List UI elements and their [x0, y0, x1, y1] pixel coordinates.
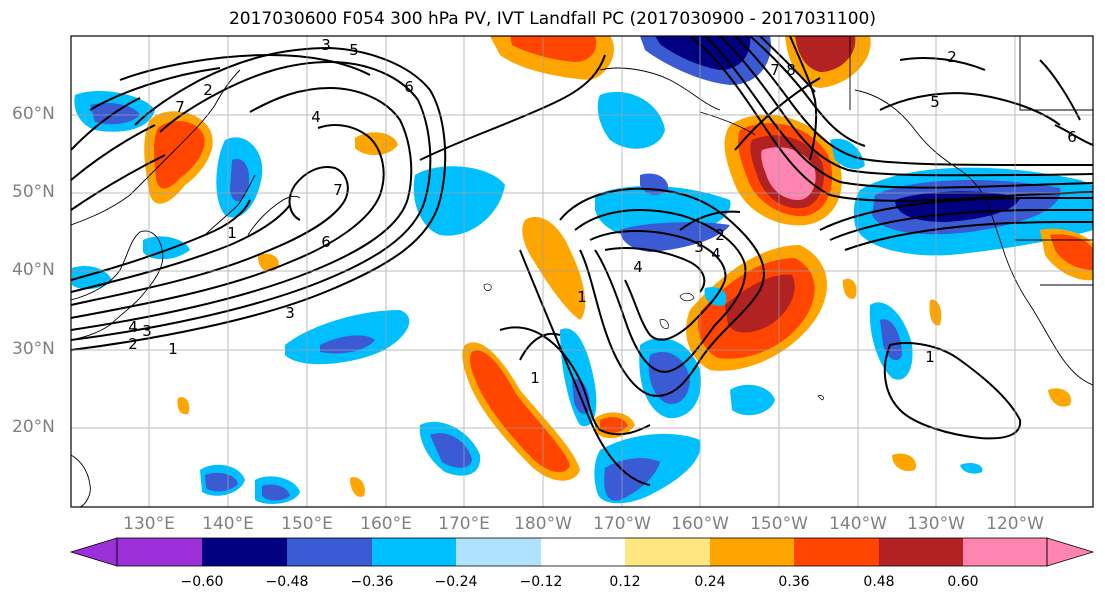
contour-label: 3 [694, 238, 704, 256]
colorbar-tick-label: 0.36 [778, 574, 810, 590]
colorbar-tick-label: 0.48 [863, 574, 895, 590]
latitude-label: 50°N [12, 182, 55, 202]
contour-label: 4 [711, 245, 721, 263]
contour-label: 1 [168, 340, 178, 358]
longitude-label: 130°W [907, 514, 965, 534]
longitude-label: 150°E [281, 514, 333, 534]
latitude-label: 30°N [12, 339, 55, 359]
contour-label: 4 [128, 318, 138, 336]
coastlines [71, 36, 1093, 507]
shading-edges [483, 283, 824, 401]
contour-label: 7 [770, 61, 780, 79]
colorbar-tick-label: −0.36 [350, 574, 394, 590]
contour-label: 6 [321, 233, 331, 251]
colorbar-tick-label: −0.24 [434, 574, 478, 590]
contour-label: 2 [947, 48, 957, 66]
contour-label: 2 [128, 335, 138, 353]
colorbar [69, 537, 1095, 567]
longitude-label: 160°W [671, 514, 729, 534]
contour-label-group: 3 5 6 7 1 2 4 3 6 7 2 3 4 1 2 4 3 1 8 7 … [128, 36, 1077, 387]
longitude-label: 170°E [438, 514, 490, 534]
latitude-label: 60°N [12, 104, 55, 124]
colorbar-tick-label: 0.24 [694, 574, 726, 590]
contour-label: 4 [311, 108, 321, 126]
longitude-label: 120°W [986, 514, 1044, 534]
longitude-label: 140°W [829, 514, 887, 534]
longitude-label: 180°W [514, 514, 572, 534]
contour-label: 1 [577, 288, 587, 306]
longitude-label: 150°W [750, 514, 808, 534]
colorbar-tick-label: −0.48 [265, 574, 309, 590]
contour-label: 5 [349, 41, 359, 59]
contour-label: 7 [175, 98, 185, 116]
contour-label: 2 [715, 226, 725, 244]
longitude-label: 160°E [360, 514, 412, 534]
colorbar-tick-label: 0.60 [947, 574, 979, 590]
colorbar-tick-label: −0.12 [519, 574, 563, 590]
latitude-label: 40°N [12, 260, 55, 280]
contour-label: 1 [227, 224, 237, 242]
contour-label: 3 [142, 322, 152, 340]
map-title: 2017030600 F054 300 hPa PV, IVT Landfall… [228, 9, 876, 29]
longitude-label: 130°E [123, 514, 175, 534]
contour-label: 6 [1067, 128, 1077, 146]
contour-label: 1 [925, 348, 935, 366]
colorbar-tick-label: 0.12 [609, 574, 641, 590]
pv-contours [71, 36, 1093, 486]
contour-label: 6 [404, 78, 414, 96]
contour-label: 1 [530, 369, 540, 387]
contour-label: 5 [930, 93, 940, 111]
contour-label: 2 [203, 81, 213, 99]
longitude-label: 170°W [593, 514, 651, 534]
contour-label: 4 [633, 258, 643, 276]
longitude-label: 140°E [202, 514, 254, 534]
gridlines [71, 36, 1093, 507]
contour-label: 8 [786, 61, 796, 79]
contour-label: 3 [285, 304, 295, 322]
plot-frame [70, 35, 1094, 508]
colorbar-tick-label: −0.60 [180, 574, 224, 590]
contour-label: 7 [333, 181, 343, 199]
contour-label: 3 [321, 36, 331, 54]
latitude-label: 20°N [12, 417, 55, 437]
